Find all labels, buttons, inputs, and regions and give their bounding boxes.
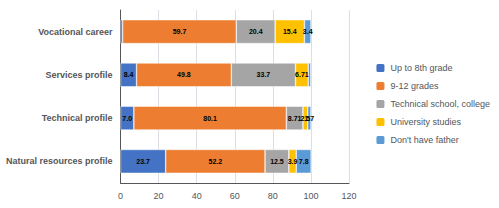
svg-text:80: 80 (268, 191, 278, 201)
svg-text:8.4: 8.4 (124, 71, 134, 78)
svg-text:Don't have father: Don't have father (390, 135, 458, 145)
svg-text:Technical profile: Technical profile (42, 113, 113, 123)
svg-text:12.5: 12.5 (270, 158, 284, 165)
svg-text:7.8: 7.8 (299, 158, 309, 165)
svg-text:Natural resources profile: Natural resources profile (6, 156, 113, 166)
svg-text:1.7: 1.7 (304, 115, 314, 122)
svg-text:Technical school, college: Technical school, college (390, 99, 490, 109)
svg-text:59.7: 59.7 (173, 28, 187, 35)
svg-text:3.9: 3.9 (288, 158, 298, 165)
svg-text:20: 20 (154, 191, 164, 201)
svg-text:15.4: 15.4 (283, 28, 297, 35)
svg-text:3.4: 3.4 (303, 28, 313, 35)
svg-text:40: 40 (192, 191, 202, 201)
svg-text:33.7: 33.7 (257, 71, 271, 78)
svg-text:Vocational career: Vocational career (38, 27, 113, 37)
svg-text:Services profile: Services profile (45, 70, 112, 80)
svg-text:Up to 8th grade: Up to 8th grade (390, 63, 452, 73)
svg-text:49.8: 49.8 (177, 71, 191, 78)
svg-text:7.0: 7.0 (122, 115, 132, 122)
svg-text:23.7: 23.7 (136, 158, 150, 165)
svg-text:52.2: 52.2 (209, 158, 223, 165)
svg-text:100: 100 (303, 191, 318, 201)
svg-text:0: 0 (118, 191, 123, 201)
svg-text:120: 120 (341, 191, 356, 201)
svg-text:8.71: 8.71 (287, 114, 302, 122)
svg-text:60: 60 (230, 191, 240, 201)
svg-text:6.71: 6.71 (295, 71, 309, 78)
svg-text:9-12 grades: 9-12 grades (390, 81, 439, 91)
svg-text:20.4: 20.4 (249, 28, 263, 35)
svg-text:University studies: University studies (390, 117, 461, 127)
svg-text:80.1: 80.1 (203, 115, 217, 122)
